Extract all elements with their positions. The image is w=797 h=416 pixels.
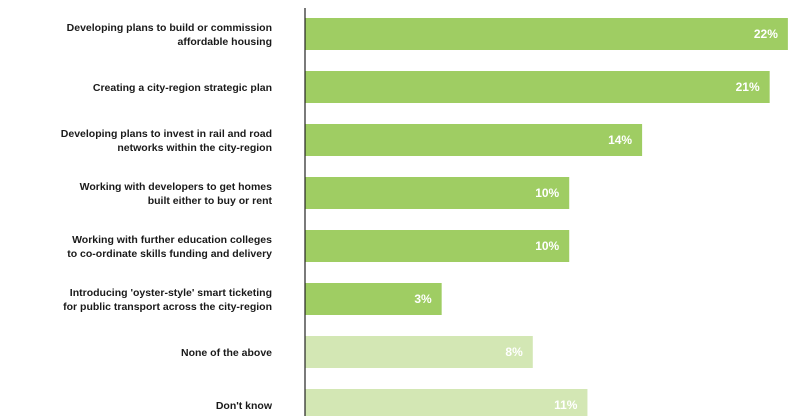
category-label-8: Don't know (216, 400, 273, 412)
category-label-6: Introducing 'oyster-style' smart ticketi… (63, 287, 272, 313)
bar-1 (305, 18, 788, 50)
category-labels-group: Developing plans to build or commission a… (61, 22, 273, 412)
value-label-3: 14% (608, 133, 632, 147)
bar-8 (305, 389, 588, 416)
value-label-2: 21% (736, 80, 760, 94)
bars-group: 22% 21% 14% 10% 10% 3% 8% 11% (305, 18, 788, 416)
category-label-3: Developing plans to invest in rail and r… (61, 128, 272, 154)
value-label-8: 11% (554, 398, 578, 412)
bar-6 (305, 283, 442, 315)
category-label-7: None of the above (181, 347, 272, 359)
category-label-4: Working with developers to get homes buil… (80, 181, 273, 207)
bar-5 (305, 230, 570, 262)
bar-2 (305, 71, 770, 103)
bar-4 (305, 177, 570, 209)
category-label-5: Working with further education colleges t… (67, 234, 272, 260)
bar-3 (305, 124, 643, 156)
value-label-1: 22% (754, 27, 778, 41)
value-label-7: 8% (505, 345, 523, 359)
bar-7 (305, 336, 533, 368)
value-label-5: 10% (535, 239, 559, 253)
value-label-6: 3% (414, 292, 432, 306)
value-label-4: 10% (535, 186, 559, 200)
category-label-1: Developing plans to build or commission a… (67, 22, 272, 48)
category-label-2: Creating a city-region strategic plan (93, 82, 272, 94)
